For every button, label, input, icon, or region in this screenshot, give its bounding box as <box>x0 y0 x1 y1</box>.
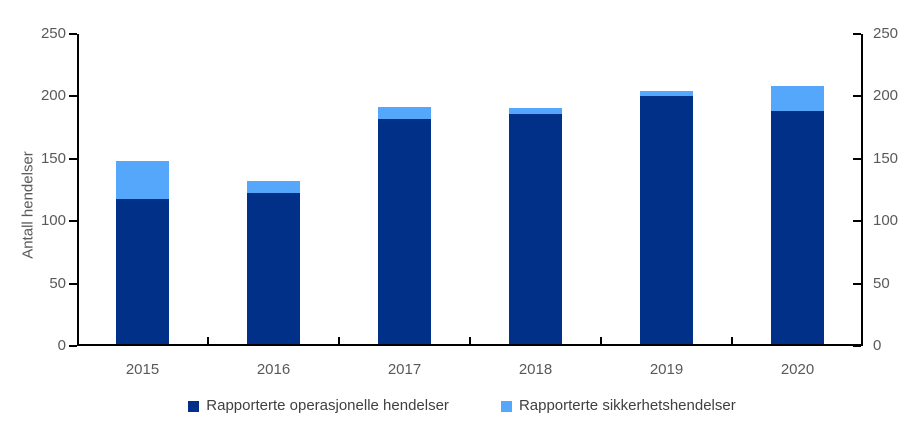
x-axis-tick <box>207 337 209 344</box>
right-axis-tick <box>853 157 861 160</box>
x-category-label-2018: 2018 <box>518 361 553 378</box>
legend-item-1: Rapporterte sikkerhetshendelser <box>500 396 736 416</box>
right-y-axis-line <box>861 34 863 346</box>
bar-segment-operasjonelle-2016 <box>247 193 300 344</box>
right-y-tick-label: 0 <box>873 337 882 354</box>
right-axis-tick <box>853 345 861 347</box>
x-category-label-2019: 2019 <box>649 361 684 378</box>
left-y-tick-label: 50 <box>49 274 66 292</box>
left-y-tick-label: 100 <box>40 212 66 230</box>
left-y-tick-label: 150 <box>40 149 66 167</box>
right-y-tick-label: 200 <box>873 87 899 105</box>
x-axis-line <box>77 344 863 346</box>
right-y-tick-label: 250 <box>873 25 899 42</box>
x-axis-tick <box>731 337 733 344</box>
x-category-label-2020: 2020 <box>780 361 815 378</box>
right-axis-tick <box>853 282 861 285</box>
left-y-tick-label: 200 <box>40 87 66 105</box>
legend: Rapporterte operasjonelle hendelser Rappo… <box>0 396 924 416</box>
bar-segment-sikkerhet-2020 <box>771 85 824 111</box>
bar-segment-operasjonelle-2017 <box>378 119 431 344</box>
x-axis-tick <box>338 337 340 344</box>
left-axis-tick <box>69 33 77 35</box>
right-y-tick-label: 150 <box>873 149 899 167</box>
right-axis-tick <box>853 220 861 223</box>
x-category-label-2015: 2015 <box>125 361 160 378</box>
legend-label: Rapporterte sikkerhetshendelser <box>518 397 736 414</box>
left-y-tick-label: 0 <box>57 337 66 354</box>
left-axis-tick <box>69 345 77 347</box>
bar-segment-operasjonelle-2015 <box>116 199 169 344</box>
bar-segment-sikkerhet-2015 <box>116 160 169 200</box>
x-axis-tick <box>469 337 471 344</box>
left-y-axis-line <box>77 34 79 346</box>
bar-segment-sikkerhet-2019 <box>640 90 693 96</box>
bar-segment-sikkerhet-2016 <box>247 180 300 193</box>
x-axis-tick <box>600 337 602 344</box>
left-y-tick-label: 250 <box>40 25 66 42</box>
right-axis-tick <box>853 33 861 35</box>
legend-item-0: Rapporterte operasjonelle hendelser <box>188 396 449 416</box>
right-axis-tick <box>853 95 861 98</box>
right-y-tick-label: 50 <box>873 274 890 292</box>
x-category-label-2016: 2016 <box>256 361 291 378</box>
bar-segment-sikkerhet-2017 <box>378 106 431 120</box>
plot-area <box>69 33 863 347</box>
legend-swatch-icon <box>500 400 512 412</box>
left-axis-tick <box>69 220 77 223</box>
x-category-label-2017: 2017 <box>387 361 422 378</box>
legend-label: Rapporterte operasjonelle hendelser <box>206 397 449 414</box>
legend-swatch-icon <box>188 400 200 412</box>
bar-segment-operasjonelle-2019 <box>640 95 693 344</box>
left-axis-tick <box>69 95 77 98</box>
bar-segment-operasjonelle-2018 <box>509 114 562 344</box>
left-axis-tick <box>69 157 77 160</box>
bar-segment-sikkerhet-2018 <box>509 108 562 115</box>
left-axis-tick <box>69 282 77 285</box>
bar-segment-operasjonelle-2020 <box>771 110 824 344</box>
right-y-tick-label: 100 <box>873 212 899 230</box>
